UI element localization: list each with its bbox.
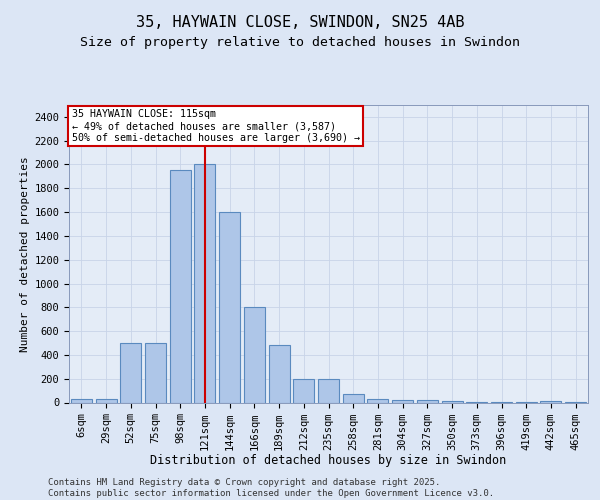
Bar [244, 308, 265, 402]
Text: 35 HAYWAIN CLOSE: 115sqm
← 49% of detached houses are smaller (3,587)
50% of sem: 35 HAYWAIN CLOSE: 115sqm ← 49% of detach… [71, 110, 359, 142]
Bar [71, 399, 92, 402]
Bar [120, 343, 141, 402]
Text: Size of property relative to detached houses in Swindon: Size of property relative to detached ho… [80, 36, 520, 49]
Bar [367, 399, 388, 402]
Bar [293, 378, 314, 402]
Bar [219, 212, 240, 402]
X-axis label: Distribution of detached houses by size in Swindon: Distribution of detached houses by size … [151, 454, 506, 467]
Text: Contains HM Land Registry data © Crown copyright and database right 2025.
Contai: Contains HM Land Registry data © Crown c… [48, 478, 494, 498]
Bar [343, 394, 364, 402]
Bar [318, 380, 339, 402]
Text: 35, HAYWAIN CLOSE, SWINDON, SN25 4AB: 35, HAYWAIN CLOSE, SWINDON, SN25 4AB [136, 15, 464, 30]
Bar [95, 399, 116, 402]
Y-axis label: Number of detached properties: Number of detached properties [20, 156, 30, 352]
Bar [269, 346, 290, 403]
Bar [417, 400, 438, 402]
Bar [194, 164, 215, 402]
Bar [170, 170, 191, 402]
Bar [145, 343, 166, 402]
Bar [392, 400, 413, 402]
